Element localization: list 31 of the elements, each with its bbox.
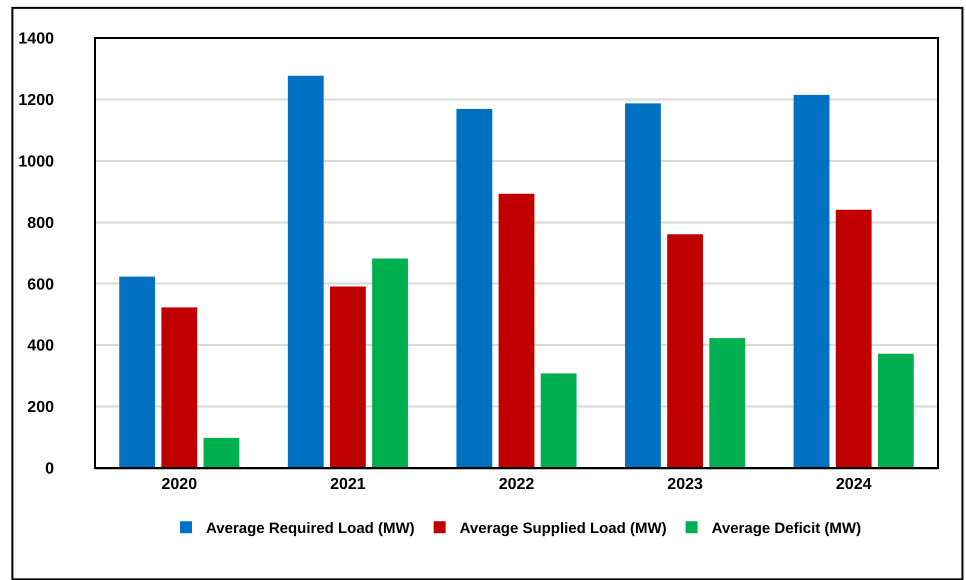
bar <box>161 307 198 468</box>
bar <box>540 373 577 468</box>
bar <box>625 103 661 468</box>
x-tick-label: 2024 <box>836 476 872 494</box>
y-tick-label: 200 <box>27 399 54 416</box>
bar <box>794 94 830 468</box>
bar <box>836 210 872 468</box>
y-tick-label: 1000 <box>18 153 54 170</box>
bar <box>330 286 366 468</box>
bar <box>667 234 704 468</box>
y-tick-label: 0 <box>45 460 54 478</box>
x-tick-label: 2022 <box>498 476 534 494</box>
y-tick-label: 600 <box>27 276 54 294</box>
bar <box>119 276 156 468</box>
bar <box>204 438 240 468</box>
bar <box>372 258 408 468</box>
y-tick-label: 800 <box>27 214 54 232</box>
x-tick-label: 2020 <box>162 476 198 494</box>
legend-label: Average Required Load (MW) <box>206 520 415 538</box>
bar <box>709 338 746 468</box>
legend-label: Average Supplied Load (MW) <box>460 520 667 538</box>
x-tick-label: 2021 <box>330 476 366 494</box>
x-tick-label: 2023 <box>667 476 703 494</box>
y-tick-label: 1200 <box>18 92 54 110</box>
y-tick-label: 400 <box>27 338 54 355</box>
bar <box>878 354 914 468</box>
legend-label: Average Deficit (MW) <box>712 520 862 538</box>
bar <box>288 76 324 468</box>
bar <box>456 108 492 468</box>
y-tick-label: 1400 <box>18 30 54 48</box>
bar <box>498 194 534 468</box>
